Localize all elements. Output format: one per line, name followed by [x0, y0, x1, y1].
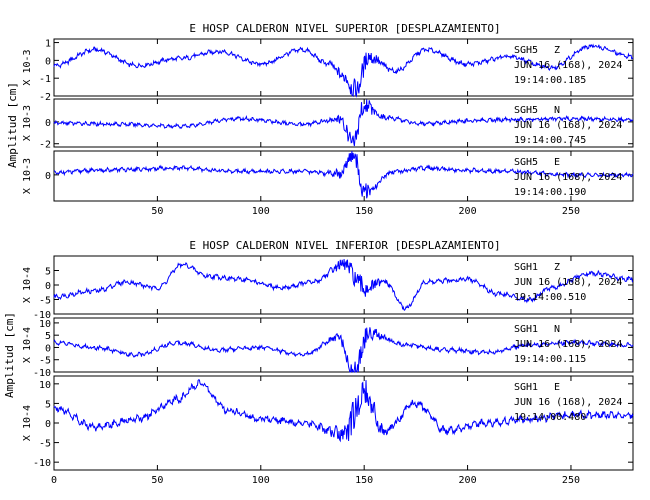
panel-sgh5-n: -2 0 X 10-3 SGH5 N JUN 16 (168), 2024 19:14:00…: [22, 98, 634, 151]
trace-line: [53, 379, 634, 443]
y-tick-label: 0: [45, 281, 51, 292]
x-tick-label: 150: [355, 206, 373, 217]
station-label: SGH5: [514, 157, 538, 168]
trace-line: [53, 99, 634, 147]
y-tick-label: 0: [45, 56, 51, 67]
date-label: JUN 16 (168), 2024: [514, 120, 622, 131]
y-tick-label: 1: [45, 39, 51, 50]
chart-title-inferior: E HOSP CALDERON NIVEL INFERIOR [DESPLAZA…: [189, 239, 500, 252]
station-label: SGH5: [514, 45, 538, 56]
time-label: 19:14:00.115: [514, 354, 586, 365]
component-label: E: [554, 382, 560, 393]
station-label: SGH1: [514, 382, 538, 393]
panel-sgh1-z: -10 -5 0 5 X 10-4 SGH1 Z JUN 16 (168), 2024 19:1…: [22, 255, 634, 321]
y-tick-label: 10: [39, 319, 51, 330]
y-tick-label: 0: [45, 343, 51, 354]
trace-line: [53, 327, 634, 373]
panel-frame: [53, 375, 634, 471]
panel-frame: [53, 150, 634, 202]
station-label: SGH1: [514, 324, 538, 335]
component-label: N: [554, 324, 560, 335]
y-tick-label: 5: [45, 267, 51, 278]
time-label: 19:14:00.190: [514, 187, 586, 198]
chart-title-superior: E HOSP CALDERON NIVEL SUPERIOR [DESPLAZA…: [189, 22, 500, 35]
date-label: JUN 16 (168), 2024: [514, 60, 622, 71]
y-tick-label: -1: [39, 74, 51, 85]
y-tick-label: 5: [45, 331, 51, 342]
scale-label: X 10-4: [22, 267, 33, 303]
trace-line: [53, 259, 634, 311]
y-tick-label: 0: [45, 419, 51, 430]
x-tick-label: 50: [151, 475, 163, 486]
station-label: SGH5: [514, 105, 538, 116]
time-label: 19:14:00.745: [514, 135, 586, 146]
time-label: 19:14:00.185: [514, 75, 586, 86]
panel-sgh5-z: -2 -1 0 1 X 10-3 SGH5 Z JUN 16 (168), 2024 19:14…: [22, 38, 634, 103]
y-axis-label-superior: Amplitud [cm]: [6, 82, 19, 168]
station-label: SGH1: [514, 262, 538, 273]
y-tick-label: 0: [45, 171, 51, 182]
component-label: E: [554, 157, 560, 168]
y-tick-label: -5: [39, 296, 51, 307]
y-tick-label: -2: [39, 92, 51, 103]
component-label: N: [554, 105, 560, 116]
date-label: JUN 16 (168), 2024: [514, 172, 622, 183]
scale-label: X 10-4: [22, 405, 33, 441]
y-tick-label: 0: [45, 118, 51, 129]
panel-sgh5-e: 0 X 10-3 SGH5 E JUN 16 (168), 2024 19:14:00.1…: [22, 150, 634, 202]
date-label: JUN 16 (168), 2024: [514, 339, 622, 350]
x-tick-label: 50: [151, 206, 163, 217]
scale-label: X 10-3: [22, 49, 33, 85]
scale-label: X 10-4: [22, 327, 33, 363]
x-tick-label: 200: [459, 475, 477, 486]
trace-line: [53, 43, 634, 98]
y-tick-label: -10: [33, 310, 51, 321]
scale-label: X 10-3: [22, 105, 33, 141]
y-tick-label: -10: [33, 458, 51, 469]
y-tick-label: -2: [39, 140, 51, 151]
date-label: JUN 16 (168), 2024: [514, 397, 622, 408]
component-label: Z: [554, 262, 560, 273]
panel-frame: [53, 38, 634, 97]
x-tick-label: 100: [252, 206, 270, 217]
time-label: 19:14:00.480: [514, 412, 586, 423]
y-tick-label: 10: [39, 380, 51, 391]
date-label: JUN 16 (168), 2024: [514, 277, 622, 288]
x-tick-label: 150: [355, 475, 373, 486]
x-tick-label: 100: [252, 475, 270, 486]
y-axis-label-inferior: Amplitud [cm]: [3, 312, 16, 398]
y-tick-label: -5: [39, 439, 51, 450]
x-tick-label: 250: [562, 475, 580, 486]
panel-frame: [53, 98, 634, 148]
x-tick-label: 200: [459, 206, 477, 217]
scale-label: X 10-3: [22, 158, 33, 194]
x-tick-label: 0: [51, 475, 57, 486]
component-label: Z: [554, 45, 560, 56]
x-tick-label: 250: [562, 206, 580, 217]
panel-sgh1-e: -10 -5 0 5 10 X 10-4 SGH1 E JUN 16 (168), 2024 19…: [22, 375, 634, 471]
y-tick-label: -10: [33, 368, 51, 379]
y-tick-label: 5: [45, 399, 51, 410]
y-tick-label: -5: [39, 356, 51, 367]
time-label: 19:14:00.510: [514, 292, 586, 303]
trace-line: [53, 150, 634, 199]
